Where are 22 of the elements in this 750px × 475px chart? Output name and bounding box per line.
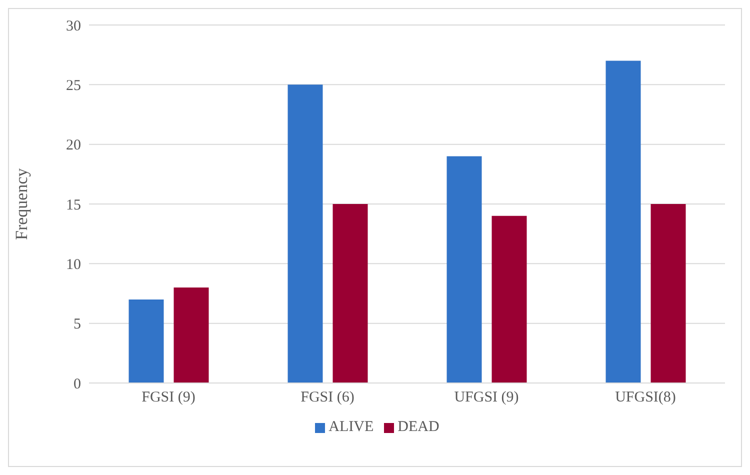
legend-label: DEAD [398, 419, 440, 435]
y-tick-label: 10 [66, 256, 81, 273]
bar [128, 299, 164, 383]
y-tick-label: 30 [66, 18, 81, 34]
bar [446, 156, 482, 383]
x-tick-label: UFGSI (9) [454, 390, 519, 406]
bar [174, 288, 209, 383]
bar [606, 60, 641, 383]
y-tick-label: 15 [66, 197, 81, 214]
legend-label: ALIVE [328, 419, 374, 435]
bar [492, 216, 527, 383]
bar [332, 204, 368, 383]
bar [288, 84, 323, 383]
y-tick-label: 0 [74, 376, 81, 392]
y-axis-title: Frequency [12, 168, 32, 240]
x-tick-label: UFGSI(8) [615, 390, 676, 406]
y-tick-label: 20 [66, 138, 81, 154]
x-tick-label: FGSI (6) [300, 390, 354, 406]
x-tick-label: FGSI (9) [142, 390, 196, 406]
bar [650, 204, 686, 383]
y-tick-label: 25 [66, 78, 81, 94]
y-tick-label: 5 [74, 316, 81, 333]
